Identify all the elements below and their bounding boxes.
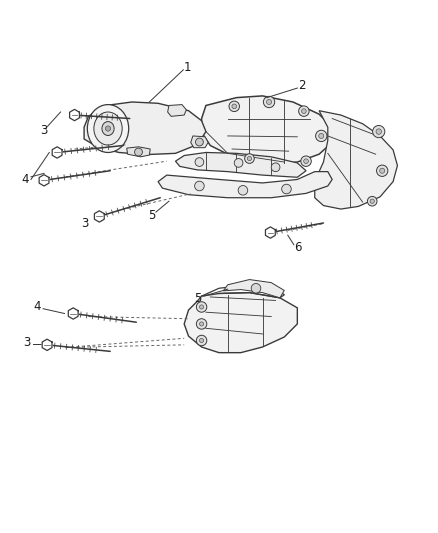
- Circle shape: [234, 158, 243, 167]
- Text: 3: 3: [81, 217, 88, 230]
- Circle shape: [282, 184, 291, 194]
- Circle shape: [199, 322, 204, 326]
- Text: 5: 5: [194, 292, 202, 305]
- Ellipse shape: [94, 112, 122, 145]
- Text: 5: 5: [148, 209, 155, 222]
- Circle shape: [251, 284, 261, 293]
- Circle shape: [304, 159, 308, 164]
- Circle shape: [199, 338, 204, 343]
- Polygon shape: [52, 147, 62, 158]
- Text: 4: 4: [21, 173, 29, 186]
- Circle shape: [380, 168, 385, 173]
- Polygon shape: [191, 136, 208, 148]
- Polygon shape: [68, 308, 78, 319]
- Circle shape: [299, 106, 309, 116]
- Circle shape: [238, 185, 248, 195]
- Circle shape: [195, 138, 203, 146]
- Ellipse shape: [102, 122, 114, 135]
- Text: 2: 2: [298, 79, 305, 92]
- Polygon shape: [39, 175, 49, 186]
- Ellipse shape: [87, 104, 129, 152]
- Polygon shape: [265, 227, 275, 238]
- Text: 3: 3: [40, 124, 48, 137]
- Circle shape: [367, 197, 377, 206]
- Polygon shape: [168, 104, 186, 116]
- Text: 3: 3: [23, 336, 30, 349]
- Circle shape: [377, 165, 388, 176]
- Text: 6: 6: [294, 241, 302, 254]
- Circle shape: [194, 181, 204, 191]
- Circle shape: [247, 156, 251, 161]
- Text: 4: 4: [33, 300, 41, 313]
- Circle shape: [319, 133, 324, 139]
- Circle shape: [134, 148, 142, 156]
- Polygon shape: [95, 211, 104, 222]
- Circle shape: [199, 305, 204, 309]
- Circle shape: [106, 126, 111, 131]
- Polygon shape: [223, 279, 284, 298]
- Circle shape: [370, 199, 374, 204]
- Circle shape: [229, 101, 240, 111]
- Circle shape: [195, 158, 204, 166]
- Polygon shape: [315, 111, 397, 209]
- Circle shape: [373, 125, 385, 138]
- Circle shape: [316, 130, 327, 142]
- Circle shape: [196, 302, 207, 312]
- Circle shape: [271, 163, 280, 172]
- Text: 1: 1: [184, 61, 191, 74]
- Circle shape: [263, 96, 275, 108]
- Polygon shape: [176, 152, 306, 177]
- Circle shape: [196, 335, 207, 346]
- Circle shape: [376, 129, 381, 134]
- Polygon shape: [84, 102, 206, 155]
- Polygon shape: [127, 147, 150, 157]
- Circle shape: [301, 156, 311, 166]
- Polygon shape: [42, 339, 52, 351]
- Circle shape: [232, 104, 237, 109]
- Circle shape: [266, 100, 272, 104]
- Circle shape: [196, 319, 207, 329]
- Polygon shape: [184, 293, 297, 353]
- Circle shape: [301, 109, 306, 114]
- Polygon shape: [158, 172, 332, 198]
- Circle shape: [245, 154, 254, 163]
- Polygon shape: [201, 96, 332, 164]
- Polygon shape: [70, 109, 79, 120]
